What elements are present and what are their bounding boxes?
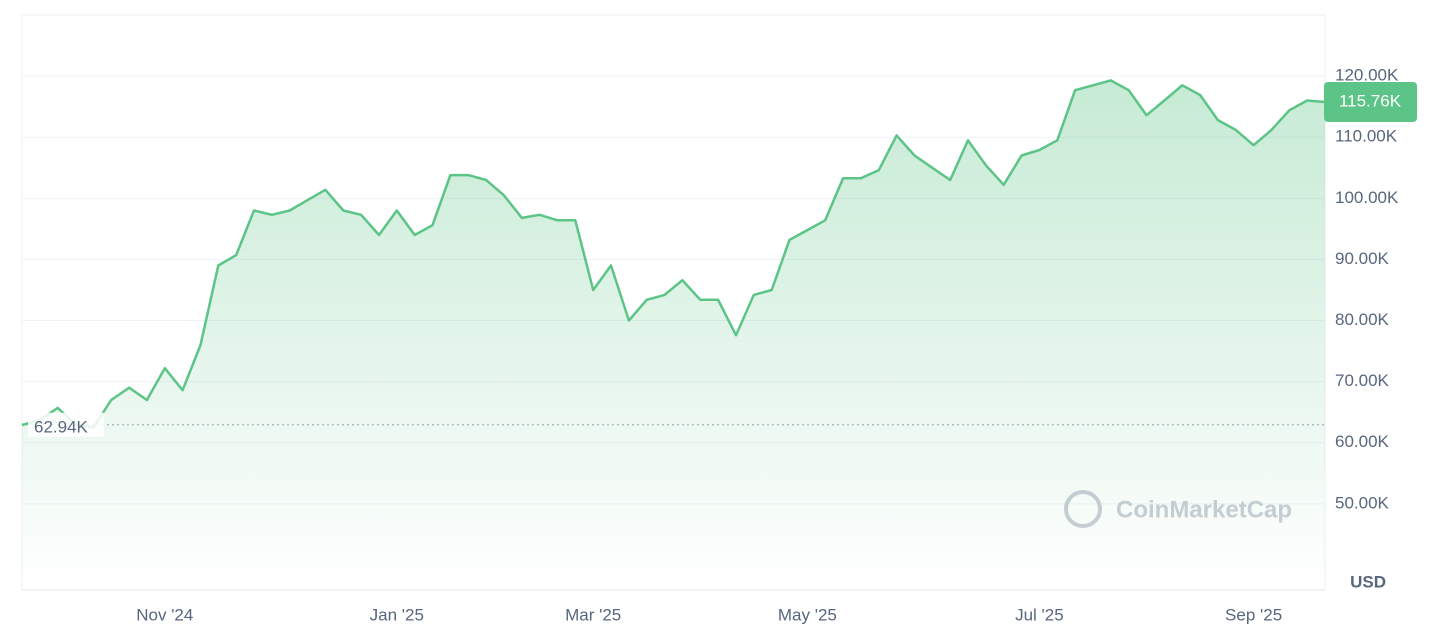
x-tick-label: Jan '25 bbox=[370, 605, 424, 624]
y-tick-label: 100.00K bbox=[1335, 188, 1399, 207]
area bbox=[22, 80, 1325, 591]
reference-label-bg bbox=[28, 412, 104, 437]
x-tick-label: Jul '25 bbox=[1015, 605, 1064, 624]
y-tick-label: 70.00K bbox=[1335, 371, 1390, 390]
y-unit-label: USD bbox=[1350, 572, 1386, 591]
y-tick-label: 60.00K bbox=[1335, 432, 1390, 451]
y-tick-label: 90.00K bbox=[1335, 249, 1390, 268]
y-tick-label: 110.00K bbox=[1335, 127, 1398, 146]
price-line bbox=[21, 79, 1326, 429]
x-tick-label: Nov '24 bbox=[136, 605, 193, 624]
price-badge bbox=[1324, 82, 1417, 123]
x-tick-label: May '25 bbox=[778, 605, 837, 624]
y-tick-label: 50.00K bbox=[1335, 493, 1390, 512]
reference-label: 62.94K bbox=[34, 417, 89, 436]
x-tick-label: Sep '25 bbox=[1225, 605, 1282, 624]
y-tick-label: 80.00K bbox=[1335, 310, 1390, 329]
price-badge-label: 115.76K bbox=[1339, 91, 1402, 110]
y-tick-label: 120.00K bbox=[1335, 66, 1399, 85]
x-tick-label: Mar '25 bbox=[565, 605, 621, 624]
